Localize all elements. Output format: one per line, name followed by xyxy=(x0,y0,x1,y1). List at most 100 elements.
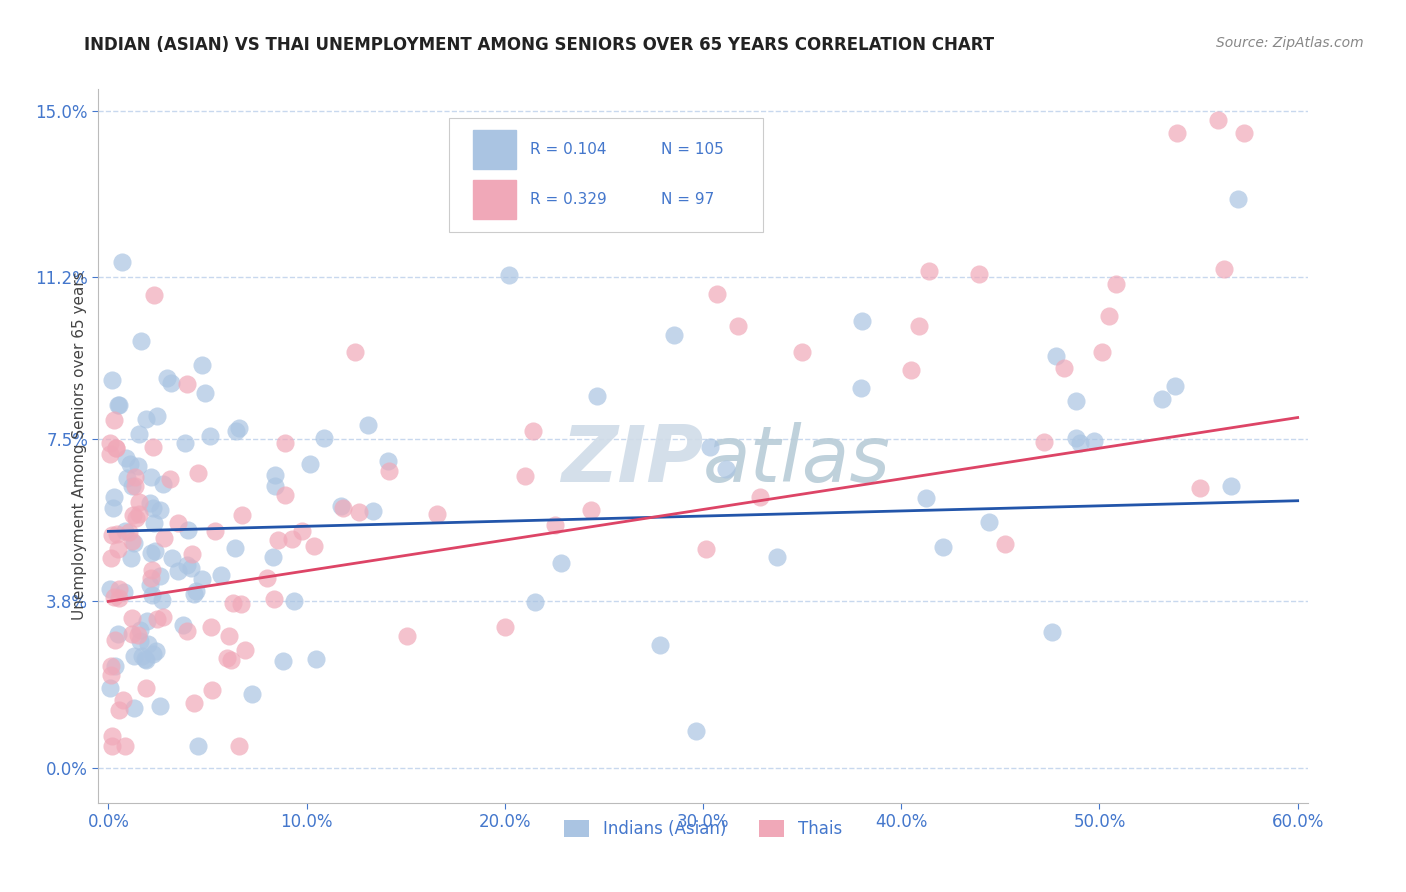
Point xyxy=(156,370,179,384)
Point xyxy=(176,624,198,638)
Point xyxy=(228,739,250,753)
Point xyxy=(222,595,245,609)
Point xyxy=(104,632,127,647)
Point xyxy=(103,490,125,504)
Point xyxy=(494,620,516,634)
Point xyxy=(107,627,129,641)
Point xyxy=(1045,349,1067,363)
Point xyxy=(139,578,162,592)
FancyBboxPatch shape xyxy=(449,118,763,232)
Point xyxy=(145,409,167,424)
Point xyxy=(201,683,224,698)
Point xyxy=(153,532,176,546)
Point xyxy=(174,436,197,450)
Point xyxy=(194,385,217,400)
Point xyxy=(231,508,253,523)
Point xyxy=(262,549,284,564)
Point xyxy=(100,659,122,673)
Point xyxy=(134,653,156,667)
Point xyxy=(357,417,380,432)
Point xyxy=(264,479,287,493)
Point xyxy=(160,551,183,566)
Point xyxy=(107,398,129,412)
Point xyxy=(128,507,150,521)
Point xyxy=(695,541,717,556)
Point xyxy=(225,424,247,438)
Point xyxy=(274,488,297,502)
Point xyxy=(662,328,685,343)
Point xyxy=(1091,344,1114,359)
Bar xyxy=(474,180,516,219)
Point xyxy=(914,491,936,505)
Point xyxy=(305,652,328,666)
Point xyxy=(727,319,749,334)
Point xyxy=(344,345,367,359)
Point xyxy=(149,699,172,714)
Point xyxy=(143,543,166,558)
Point xyxy=(329,500,352,514)
Point xyxy=(129,633,152,648)
Point xyxy=(1064,394,1087,409)
Point xyxy=(522,424,544,438)
Point xyxy=(143,288,166,302)
Text: N = 97: N = 97 xyxy=(661,193,714,207)
Point xyxy=(766,549,789,564)
Point xyxy=(851,314,873,328)
Point xyxy=(281,532,304,546)
Point xyxy=(118,457,141,471)
Point xyxy=(685,724,707,739)
Point xyxy=(115,471,138,485)
Point xyxy=(121,611,143,625)
Point xyxy=(1227,192,1250,206)
Point xyxy=(219,653,242,667)
Point xyxy=(143,516,166,530)
Point xyxy=(283,594,305,608)
Point xyxy=(152,609,174,624)
Point xyxy=(523,595,546,609)
Point xyxy=(1033,434,1056,449)
Point xyxy=(139,546,162,560)
Point xyxy=(98,582,121,596)
Point xyxy=(263,468,285,483)
Point xyxy=(159,472,181,486)
Point xyxy=(378,464,401,478)
Point xyxy=(111,693,134,707)
Point xyxy=(122,648,145,663)
Point xyxy=(263,591,285,606)
Point xyxy=(124,479,146,493)
Point xyxy=(111,254,134,268)
Point xyxy=(127,458,149,473)
Point xyxy=(177,523,200,537)
Point xyxy=(1233,126,1256,140)
Point xyxy=(1098,310,1121,324)
Point xyxy=(100,528,122,542)
Point xyxy=(131,648,153,663)
Point xyxy=(107,542,129,557)
Text: INDIAN (ASIAN) VS THAI UNEMPLOYMENT AMONG SENIORS OVER 65 YEARS CORRELATION CHAR: INDIAN (ASIAN) VS THAI UNEMPLOYMENT AMON… xyxy=(84,36,994,54)
Point xyxy=(180,547,202,561)
Point xyxy=(907,319,929,334)
Point xyxy=(932,541,955,555)
Point xyxy=(1208,112,1230,127)
Point xyxy=(98,447,121,461)
Point xyxy=(256,571,278,585)
Point xyxy=(114,739,136,753)
Point xyxy=(332,501,354,516)
Point xyxy=(105,527,128,541)
Point xyxy=(240,687,263,701)
Point xyxy=(918,264,941,278)
Point xyxy=(209,567,232,582)
Point xyxy=(129,623,152,637)
Point xyxy=(228,421,250,435)
Point xyxy=(699,441,721,455)
Text: ZIP: ZIP xyxy=(561,422,703,499)
Point xyxy=(714,462,737,476)
Point xyxy=(513,469,536,483)
Point xyxy=(114,524,136,538)
Point xyxy=(979,515,1001,529)
Point xyxy=(186,739,208,753)
Point xyxy=(146,612,169,626)
Point xyxy=(135,412,157,426)
Point xyxy=(124,701,146,715)
Point xyxy=(124,470,146,484)
